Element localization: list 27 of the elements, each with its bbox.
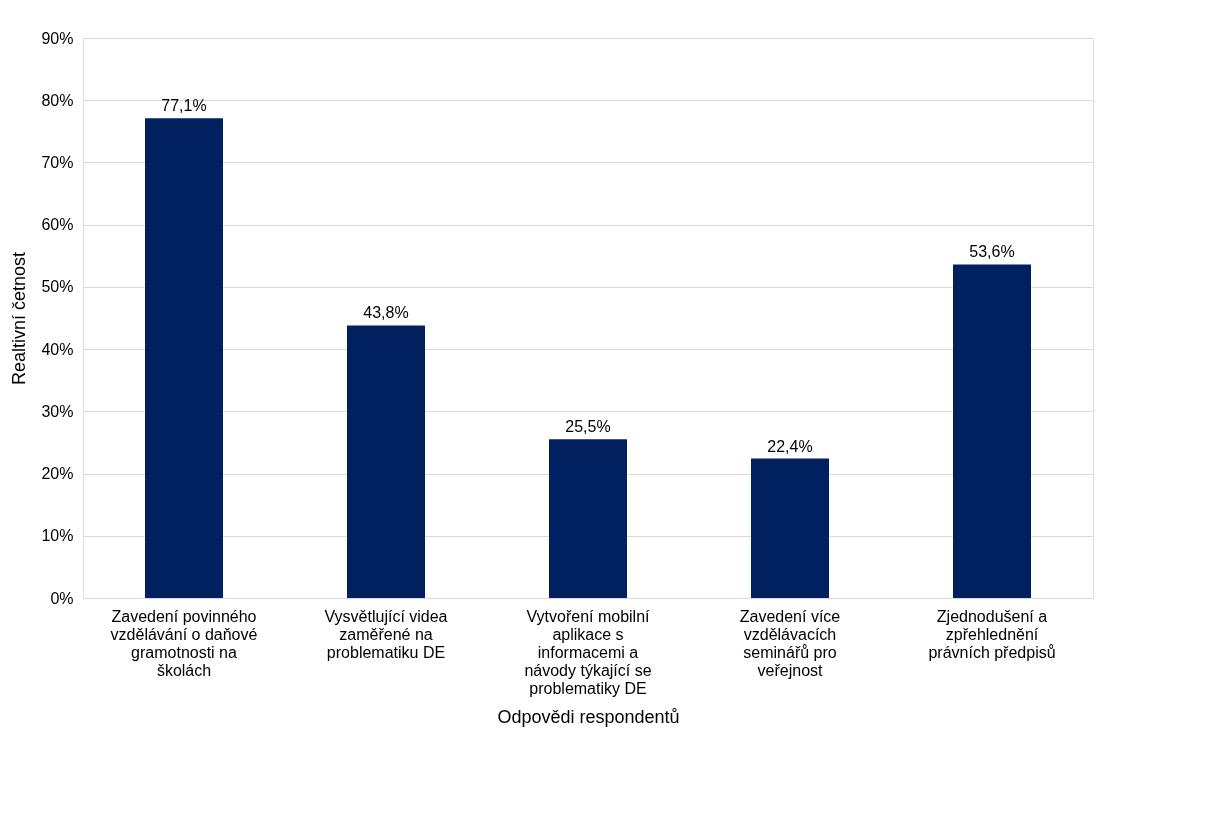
y-tick-label: 20% — [41, 465, 74, 483]
y-tick-label: 50% — [41, 278, 74, 296]
bar — [549, 439, 627, 598]
y-axis-title: Realtivní četnost — [9, 251, 30, 386]
data-label: 22,4% — [767, 437, 813, 455]
bar — [751, 458, 829, 598]
y-tick-label: 10% — [41, 527, 74, 545]
x-tick-label: Zjednodušení a zpřehlednění právních předpisů — [928, 607, 1056, 661]
y-tick-label: 60% — [41, 216, 74, 234]
y-tick-label: 0% — [50, 589, 74, 607]
bar — [347, 325, 425, 598]
data-label: 53,6% — [969, 243, 1015, 261]
y-tick-label: 40% — [41, 340, 74, 358]
x-tick-label: Vytvoření mobilní aplikace s informacemi a návody týkající se problematiky DE — [524, 607, 652, 697]
y-tick-label: 70% — [41, 153, 74, 171]
x-tick-label: Vysvětlující videa zaměřené na problematiku DE — [324, 607, 448, 661]
x-tick-label: Zavedení více vzdělávacích seminářů pro veřejnost — [739, 607, 841, 679]
y-tick-label: 30% — [41, 402, 74, 420]
data-label: 25,5% — [565, 418, 611, 436]
data-label: 77,1% — [161, 97, 207, 115]
bar — [145, 118, 223, 598]
y-tick-label: 90% — [41, 29, 74, 47]
bar — [953, 264, 1031, 598]
x-axis-title: Odpovědi respondentů — [497, 706, 680, 727]
x-tick-label: Zavedení povinného vzdělávání o daňové gramotnosti na školách — [110, 607, 258, 679]
y-tick-label: 80% — [41, 91, 74, 109]
data-label: 43,8% — [363, 304, 409, 322]
